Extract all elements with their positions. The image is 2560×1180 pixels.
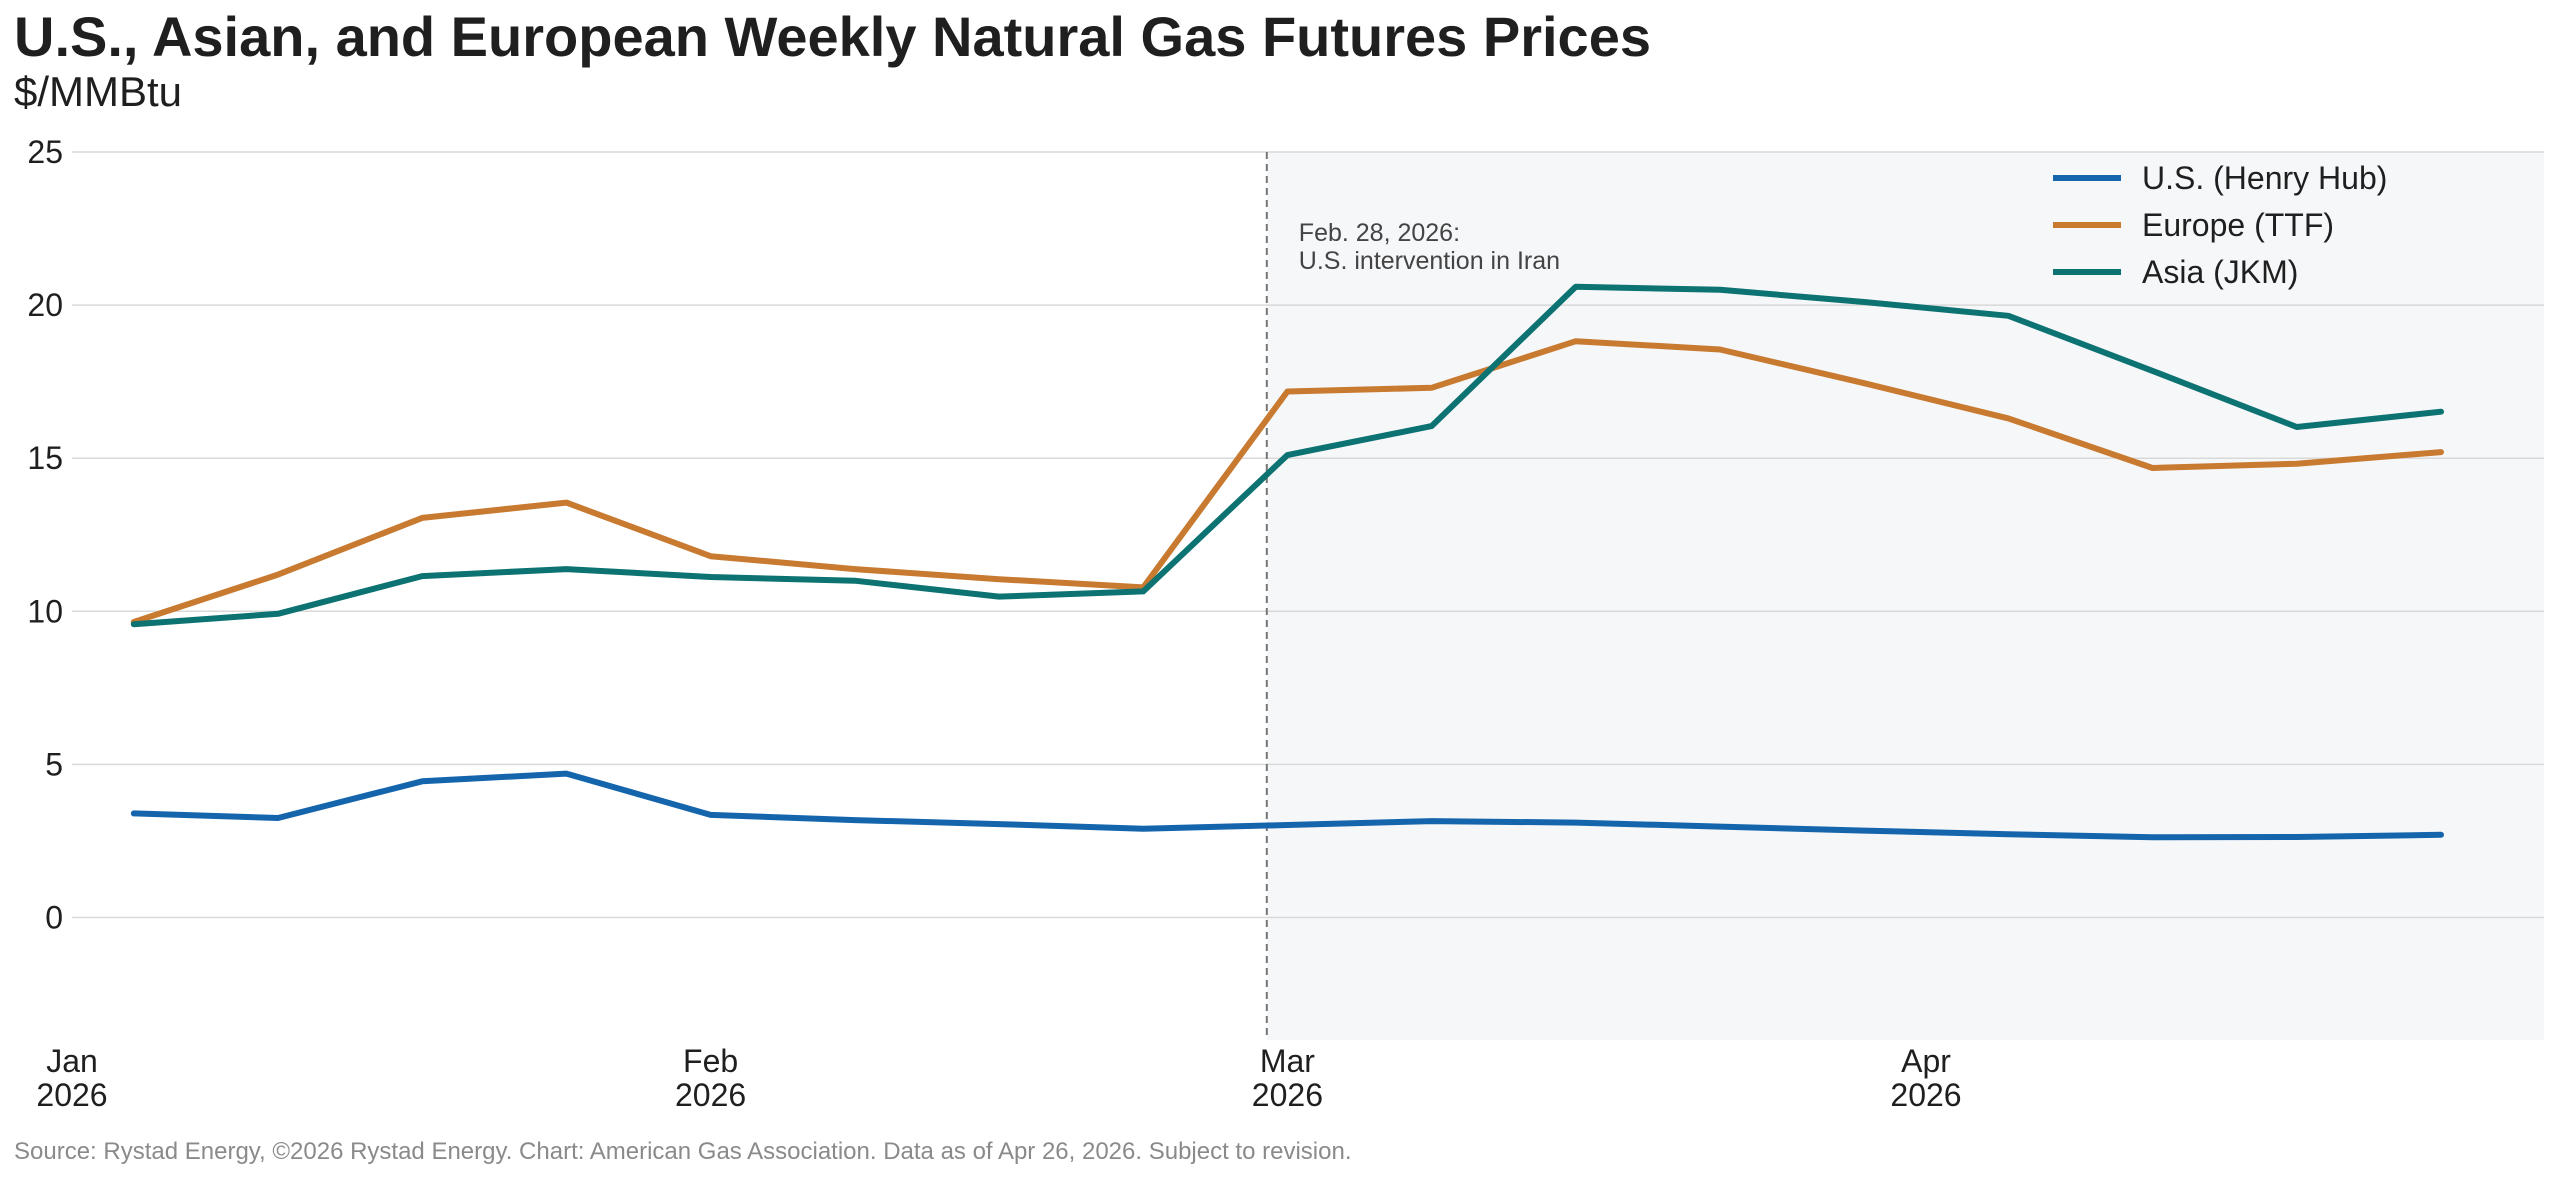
x-tick-label-month: Feb bbox=[683, 1043, 738, 1079]
chart-title: U.S., Asian, and European Weekly Natural… bbox=[14, 5, 1651, 68]
y-tick-label: 25 bbox=[27, 134, 63, 170]
chart-unit-label: $/MMBtu bbox=[14, 68, 183, 115]
x-tick-label-year: 2026 bbox=[1890, 1077, 1961, 1113]
x-tick-label-year: 2026 bbox=[1252, 1077, 1323, 1113]
shaded-region bbox=[1266, 152, 2544, 1040]
y-tick-label: 10 bbox=[27, 593, 63, 629]
annotation-text-line2: U.S. intervention in Iran bbox=[1299, 247, 1560, 275]
x-tick-label-year: 2026 bbox=[675, 1077, 746, 1113]
y-tick-label: 20 bbox=[27, 287, 63, 323]
x-tick-label-month: Apr bbox=[1901, 1043, 1951, 1079]
y-axis-ticks: 0 5 10 15 20 25 bbox=[27, 134, 63, 936]
series-line-2 bbox=[130, 338, 2444, 625]
x-tick-label-month: Jan bbox=[46, 1043, 98, 1079]
series-lines bbox=[130, 283, 2444, 841]
legend-label: Europe (TTF) bbox=[2142, 207, 2334, 243]
x-tick-label-month: Mar bbox=[1260, 1043, 1315, 1079]
y-tick-label: 15 bbox=[27, 440, 63, 476]
annotation-text-line1: Feb. 28, 2026: bbox=[1299, 219, 1460, 247]
y-tick-label: 5 bbox=[45, 746, 63, 782]
source-note: Source: Rystad Energy, ©2026 Rystad Ener… bbox=[14, 1138, 1352, 1165]
y-tick-label: 0 bbox=[45, 900, 63, 936]
annotation: Feb. 28, 2026:U.S. intervention in Iran bbox=[1265, 152, 1560, 1040]
legend-label: U.S. (Henry Hub) bbox=[2142, 160, 2387, 196]
legend: U.S. (Henry Hub) Europe (TTF) Asia (JKM) bbox=[2053, 160, 2387, 290]
x-tick-label-year: 2026 bbox=[36, 1077, 107, 1113]
legend-label: Asia (JKM) bbox=[2142, 254, 2298, 290]
series-line-1 bbox=[130, 770, 2444, 841]
post-event-shaded-region bbox=[1266, 152, 2544, 1040]
series-line-3 bbox=[130, 283, 2444, 628]
